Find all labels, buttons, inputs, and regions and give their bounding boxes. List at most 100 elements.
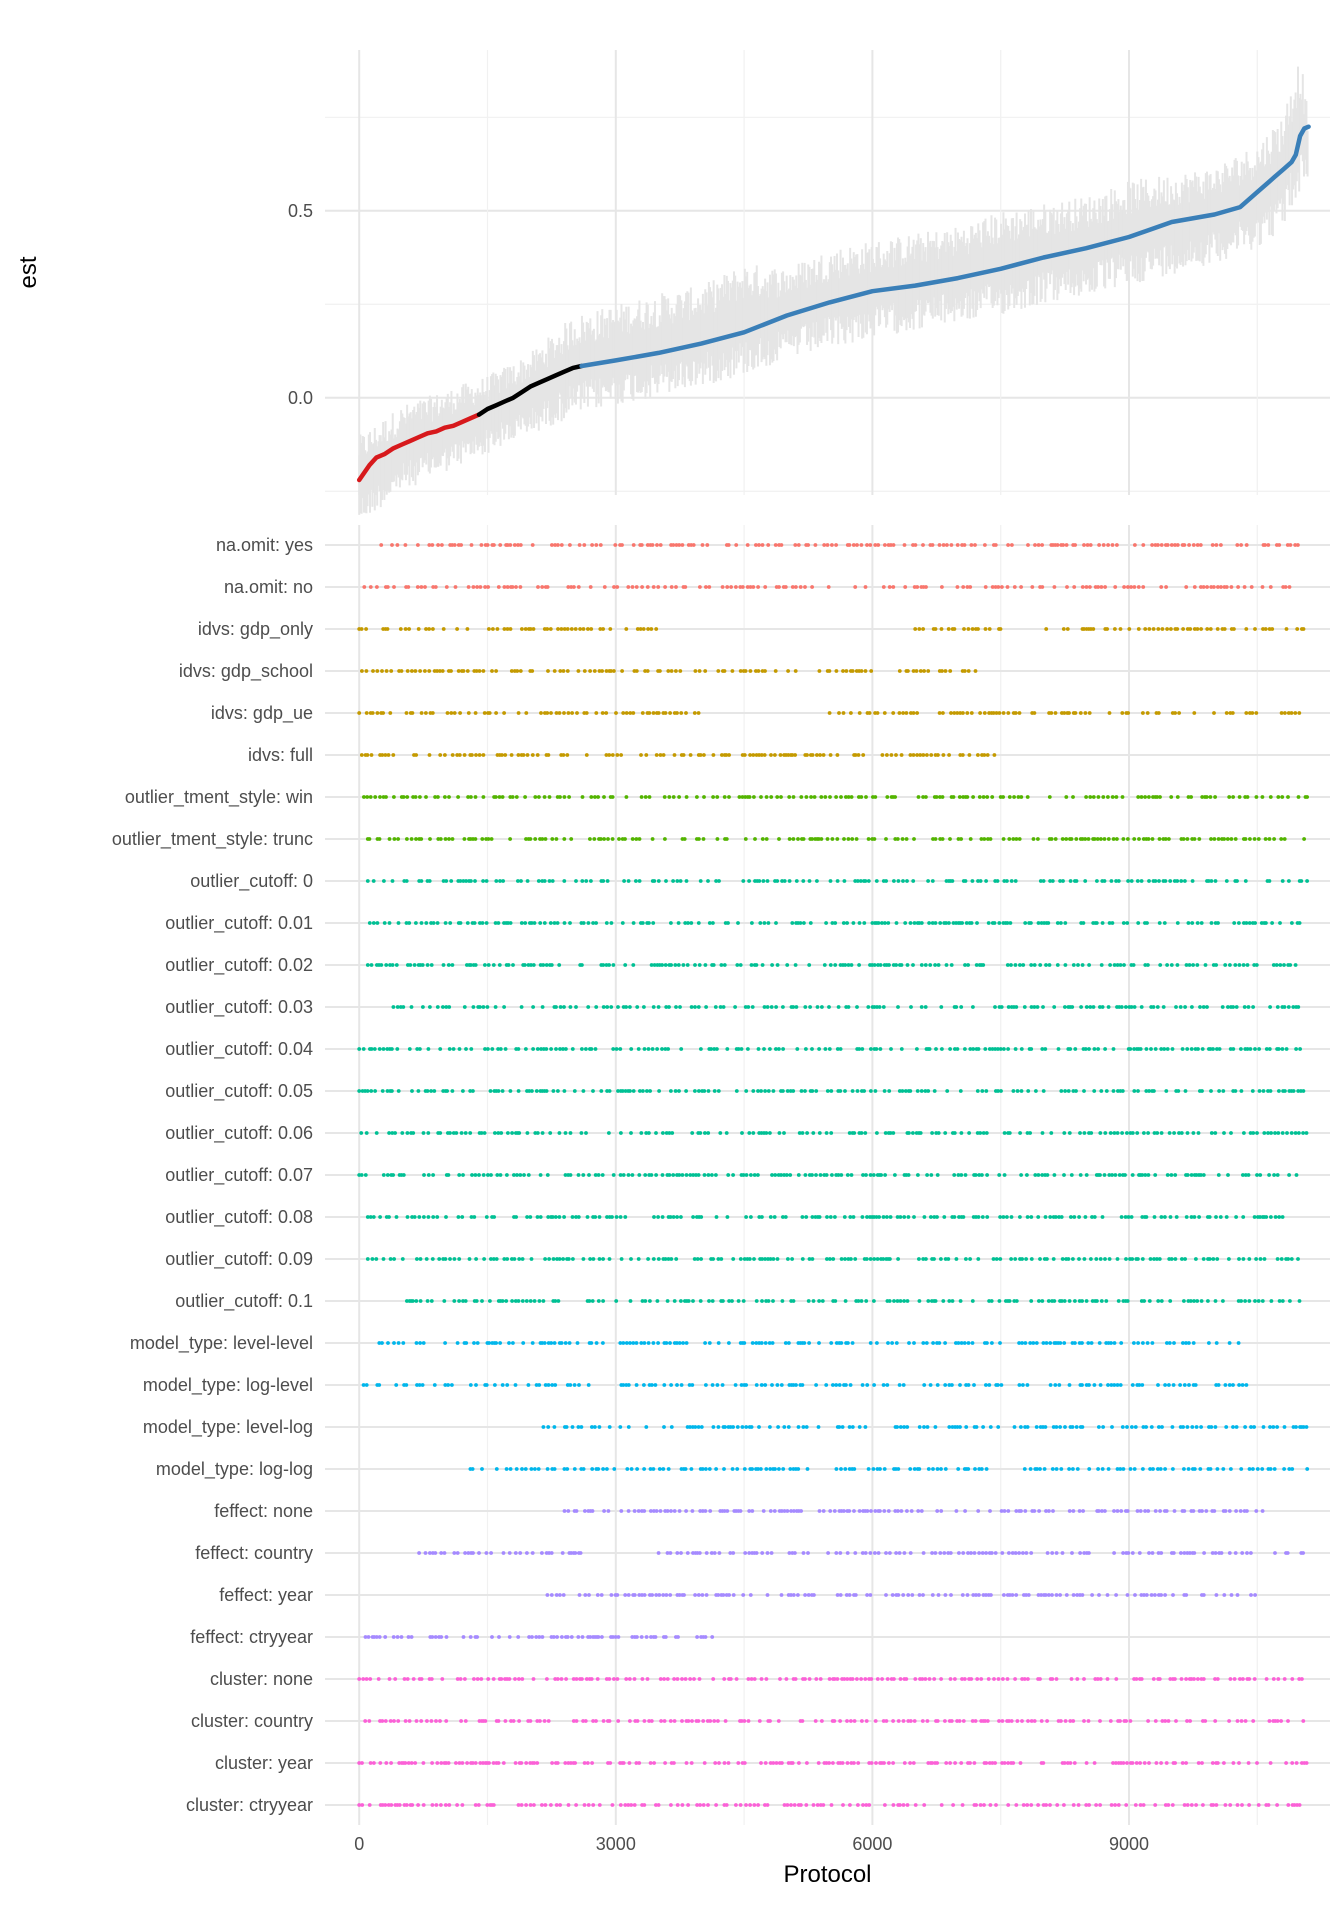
spec-point — [768, 1467, 773, 1471]
spec-point — [902, 1551, 907, 1555]
spec-point — [863, 1551, 868, 1555]
spec-point — [1120, 795, 1125, 799]
spec-point — [782, 879, 787, 883]
spec-point — [645, 543, 650, 547]
spec-point — [945, 1089, 950, 1093]
spec-point — [902, 1425, 906, 1429]
spec-point — [883, 1131, 888, 1135]
spec-point — [827, 1047, 832, 1051]
spec-point — [826, 1551, 830, 1555]
spec-point — [963, 1509, 967, 1513]
spec-point — [541, 1299, 546, 1303]
spec-point — [1024, 1257, 1028, 1261]
spec-point — [675, 1215, 679, 1219]
spec-point — [563, 1173, 568, 1177]
spec-point — [1153, 1509, 1158, 1513]
spec-point — [370, 711, 375, 715]
spec-point — [1009, 1215, 1014, 1219]
spec-point — [610, 1215, 614, 1219]
spec-point — [1171, 1467, 1175, 1471]
spec-point — [1117, 1005, 1122, 1009]
spec-point — [528, 837, 533, 841]
spec-point — [1229, 1131, 1233, 1135]
spec-point — [795, 1047, 800, 1051]
spec-point — [419, 921, 424, 925]
spec-point — [589, 879, 593, 883]
spec-point — [1271, 963, 1276, 967]
spec-point — [1159, 1131, 1164, 1135]
spec-point — [889, 753, 894, 757]
spec-point — [731, 1173, 735, 1177]
spec-point — [1242, 1005, 1247, 1009]
spec-point — [1126, 585, 1130, 589]
spec-point — [1038, 1467, 1042, 1471]
spec-point — [457, 1257, 462, 1261]
spec-point — [855, 1005, 859, 1009]
spec-point — [781, 1005, 785, 1009]
spec-point — [1200, 1089, 1204, 1093]
spec-point — [799, 1509, 803, 1513]
spec-point — [1186, 1467, 1191, 1471]
spec-point — [1267, 1173, 1271, 1177]
spec-point — [679, 1299, 683, 1303]
spec-point — [1149, 1425, 1154, 1429]
spec-point — [759, 1467, 763, 1471]
spec-point — [569, 585, 574, 589]
spec-point — [1019, 1425, 1023, 1429]
spec-point — [481, 879, 485, 883]
spec-point — [1163, 1467, 1167, 1471]
spec-point — [1037, 1509, 1041, 1513]
spec-point — [1295, 627, 1300, 631]
spec-point — [691, 1173, 696, 1177]
spec-point — [631, 543, 636, 547]
spec-point — [661, 1593, 666, 1597]
spec-point — [777, 585, 781, 589]
spec-point — [517, 1677, 521, 1681]
spec-point — [1120, 1131, 1124, 1135]
spec-point — [847, 1509, 852, 1513]
spec-point — [1258, 1215, 1262, 1219]
spec-point — [417, 1551, 421, 1555]
row-points — [359, 753, 997, 757]
spec-point — [1099, 837, 1103, 841]
spec-point — [763, 1257, 767, 1261]
spec-point — [635, 627, 640, 631]
spec-point — [557, 711, 562, 715]
spec-point — [908, 1089, 913, 1093]
spec-point — [1245, 1509, 1249, 1513]
spec-point — [631, 963, 636, 967]
spec-point — [922, 1215, 927, 1219]
spec-point — [595, 1593, 600, 1597]
spec-point — [605, 1005, 610, 1009]
spec-point — [1085, 543, 1090, 547]
spec-point — [645, 669, 650, 673]
spec-point — [932, 1215, 937, 1219]
spec-point — [362, 795, 366, 799]
spec-point — [643, 1173, 648, 1177]
spec-point — [749, 1215, 753, 1219]
spec-point — [698, 1299, 703, 1303]
spec-point — [835, 837, 840, 841]
spec-point — [833, 921, 838, 925]
spec-point — [466, 711, 471, 715]
spec-point — [891, 585, 896, 589]
spec-point — [978, 711, 982, 715]
spec-point — [508, 1467, 513, 1471]
spec-point — [1272, 1173, 1276, 1177]
spec-point — [1251, 1005, 1255, 1009]
spec-point — [566, 585, 571, 589]
spec-point — [381, 1173, 386, 1177]
spec-point — [989, 1593, 993, 1597]
spec-point — [448, 1257, 452, 1261]
spec-point — [694, 1173, 698, 1177]
spec-point — [763, 1089, 767, 1093]
spec-point — [1063, 1089, 1067, 1093]
spec-point — [1251, 1131, 1256, 1135]
row-label: outlier_cutoff: 0.06 — [165, 1123, 313, 1144]
spec-point — [915, 711, 919, 715]
spec-point — [985, 1341, 989, 1345]
spec-point — [1185, 837, 1190, 841]
spec-point — [855, 543, 859, 547]
spec-point — [600, 711, 605, 715]
spec-point — [744, 1215, 748, 1219]
